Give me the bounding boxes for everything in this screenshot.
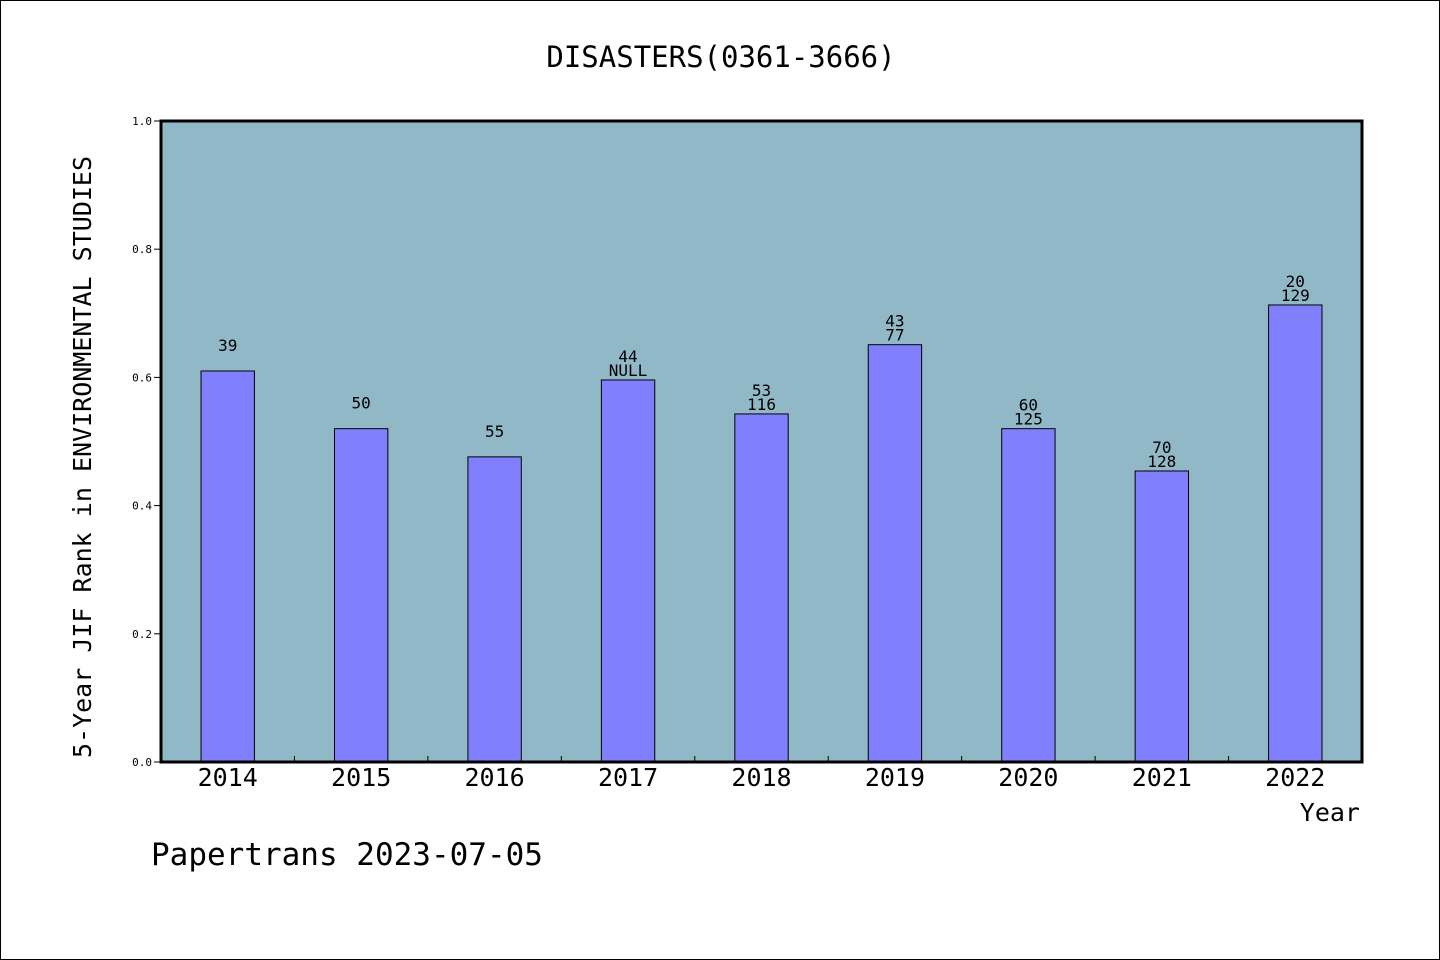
bar-rank-label-2017: 44 — [618, 347, 637, 366]
x-tick-label-2018: 2018 — [731, 763, 791, 792]
chart-title: DISASTERS(0361-3666) — [546, 40, 895, 74]
bar-2021 — [1134, 470, 1190, 763]
x-axis-label: Year — [1300, 798, 1360, 827]
x-tick-label-2016: 2016 — [465, 763, 525, 792]
bar-rank-label-2019: 43 — [885, 312, 904, 331]
bar-2014 — [200, 370, 255, 763]
bar-2016 — [467, 456, 522, 763]
y-tick-label: 0.8 — [132, 243, 152, 256]
x-tick-label-2017: 2017 — [598, 763, 658, 792]
bar-2022 — [1268, 304, 1323, 763]
y-axis-ticks: 0.0 0.2 0.4 0.6 0.8 1.0 — [132, 115, 161, 769]
y-tick-label: 0.0 — [132, 756, 152, 769]
y-tick-label: 0.4 — [132, 500, 152, 513]
y-tick-label: 1.0 — [132, 115, 152, 128]
bar-2018 — [734, 413, 789, 763]
y-tick-label: 0.2 — [132, 628, 152, 641]
bar-rank-label-2015: 50 — [352, 394, 371, 413]
bar-rank-label-2021: 70 — [1152, 438, 1171, 457]
x-tick-label-2019: 2019 — [865, 763, 925, 792]
bar-rank-label-2014: 39 — [218, 336, 237, 355]
bar-rank-label-2018: 53 — [752, 381, 771, 400]
bar-rank-label-2016: 55 — [485, 422, 504, 441]
bar-total-label-2022: 129 — [1281, 286, 1310, 305]
bar-rank-label-2022: 20 — [1286, 272, 1305, 291]
bar-2020 — [1001, 428, 1056, 763]
bar-total-label-2021: 128 — [1147, 452, 1176, 471]
x-tick-label-2020: 2020 — [998, 763, 1058, 792]
bar-total-label-2019: 77 — [885, 326, 904, 345]
x-tick-label-2021: 2021 — [1132, 763, 1192, 792]
y-axis-label: 5-Year JIF Rank in ENVIRONMENTAL STUDIES — [68, 156, 97, 758]
bar-2019 — [867, 344, 923, 763]
x-axis-ticks: 2014 2015 2016 2017 2018 2019 2020 2021 2022 — [198, 756, 1325, 792]
plot-border — [159, 119, 1364, 764]
footer-text: Papertrans 2023-07-05 — [151, 837, 543, 873]
bar-2015 — [333, 428, 389, 763]
x-tick-label-2014: 2014 — [198, 763, 258, 792]
bar-total-label-2020: 125 — [1014, 410, 1043, 429]
bar-rank-label-2020: 60 — [1019, 396, 1038, 415]
bar-total-label-2017: NULL — [609, 361, 648, 380]
bar-2017 — [600, 379, 656, 763]
x-tick-label-2015: 2015 — [331, 763, 391, 792]
x-tick-label-2022: 2022 — [1265, 763, 1325, 792]
y-tick-label: 0.6 — [132, 371, 152, 384]
bar-total-label-2018: 116 — [747, 395, 776, 414]
